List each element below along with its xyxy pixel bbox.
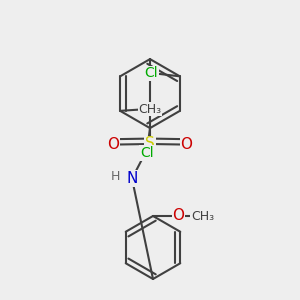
Text: O: O <box>172 208 184 224</box>
Text: CH₃: CH₃ <box>139 103 162 116</box>
Text: Cl: Cl <box>145 66 158 80</box>
Text: H: H <box>111 169 120 183</box>
Text: CH₃: CH₃ <box>191 209 214 223</box>
Text: Cl: Cl <box>140 146 154 160</box>
Text: N: N <box>126 171 138 186</box>
Text: S: S <box>145 136 155 152</box>
Text: O: O <box>107 137 119 152</box>
Text: O: O <box>181 137 193 152</box>
